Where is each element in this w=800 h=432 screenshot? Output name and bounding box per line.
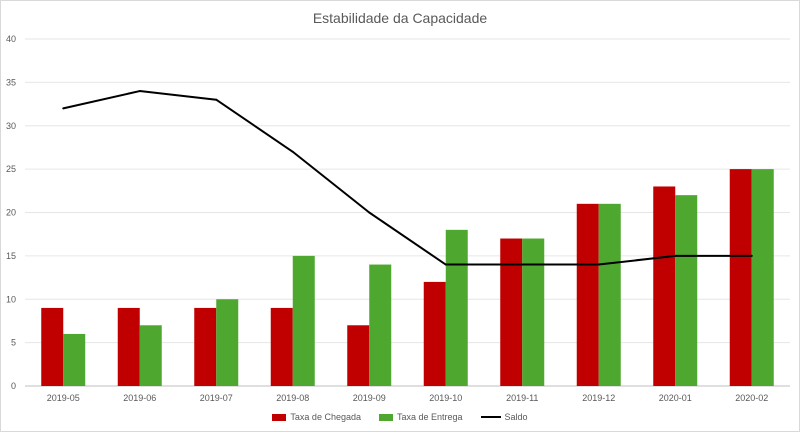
chart-title: Estabilidade da Capacidade [312, 10, 488, 26]
line-point-saldo-2019-06 [138, 90, 141, 93]
y-tick-label: 40 [6, 34, 16, 44]
legend-swatch-saldo [480, 416, 501, 418]
bar-taxa-de-chegada-2019-08 [270, 307, 293, 386]
bar-taxa-de-chegada-2019-12 [576, 203, 599, 386]
bar-taxa-de-entrega-2019-09 [369, 264, 392, 386]
line-point-saldo-2020-01 [674, 254, 677, 257]
x-tick-label: 2019-12 [582, 393, 615, 403]
line-point-saldo-2019-12 [597, 263, 600, 266]
line-saldo [63, 90, 752, 266]
x-tick-label: 2019-08 [276, 393, 309, 403]
legend-item-saldo: Saldo [480, 412, 528, 422]
bar-taxa-de-chegada-2019-11 [500, 238, 523, 386]
line-point-saldo-2020-02 [750, 254, 753, 257]
line-point-saldo-2019-05 [62, 107, 65, 110]
y-tick-label: 10 [6, 294, 16, 304]
legend-swatch-taxa-de-chegada [272, 413, 287, 421]
y-tick-label: 35 [6, 77, 16, 87]
x-tick-label: 2020-02 [735, 393, 768, 403]
legend-label-taxa-de-chegada: Taxa de Chegada [290, 412, 361, 422]
bar-taxa-de-chegada-2019-05 [41, 307, 64, 386]
bar-taxa-de-chegada-2019-10 [423, 281, 446, 386]
bar-taxa-de-entrega-2019-08 [292, 255, 315, 386]
line-point-saldo-2019-09 [368, 211, 371, 214]
x-tick-label: 2019-06 [123, 393, 156, 403]
legend-swatch-taxa-de-entrega [378, 413, 393, 421]
bar-taxa-de-entrega-2019-07 [216, 299, 239, 386]
bar-taxa-de-entrega-2019-06 [139, 325, 162, 386]
line-point-saldo-2019-07 [215, 98, 218, 101]
y-tick-label: 15 [6, 251, 16, 261]
bar-taxa-de-chegada-2019-07 [194, 307, 217, 386]
y-tick-label: 0 [11, 381, 16, 391]
x-tick-label: 2019-09 [353, 393, 386, 403]
x-tick-label: 2019-11 [506, 393, 538, 403]
y-tick-label: 20 [6, 208, 16, 218]
bar-taxa-de-chegada-2020-01 [653, 186, 676, 386]
bar-taxa-de-entrega-2019-05 [63, 333, 86, 386]
bar-taxa-de-entrega-2019-11 [522, 238, 545, 386]
line-point-saldo-2019-10 [444, 263, 447, 266]
bar-taxa-de-entrega-2019-10 [445, 229, 468, 386]
bar-taxa-de-entrega-2019-12 [598, 203, 621, 386]
bar-taxa-de-chegada-2019-09 [347, 325, 370, 386]
line-point-saldo-2019-08 [291, 150, 294, 153]
legend-item-taxa-de-chegada: Taxa de Chegada [272, 412, 361, 422]
legend-label-taxa-de-entrega: Taxa de Entrega [396, 412, 463, 422]
y-tick-label: 5 [11, 338, 16, 348]
x-tick-label: 2020-01 [659, 393, 692, 403]
x-tick-label: 2019-10 [429, 393, 462, 403]
x-tick-label: 2019-05 [47, 393, 80, 403]
y-tick-label: 30 [6, 121, 16, 131]
legend-label-saldo: Saldo [504, 412, 528, 422]
line-point-saldo-2019-11 [521, 263, 524, 266]
bar-taxa-de-entrega-2020-02 [751, 169, 774, 386]
bar-taxa-de-entrega-2020-01 [675, 195, 698, 386]
legend: Taxa de Chegada Taxa de Entrega Saldo [1, 412, 799, 422]
legend-item-taxa-de-entrega: Taxa de Entrega [378, 412, 463, 422]
bar-taxa-de-chegada-2019-06 [117, 307, 140, 386]
x-tick-label: 2019-07 [200, 393, 233, 403]
y-tick-label: 25 [6, 164, 16, 174]
bar-taxa-de-chegada-2020-02 [729, 169, 752, 386]
